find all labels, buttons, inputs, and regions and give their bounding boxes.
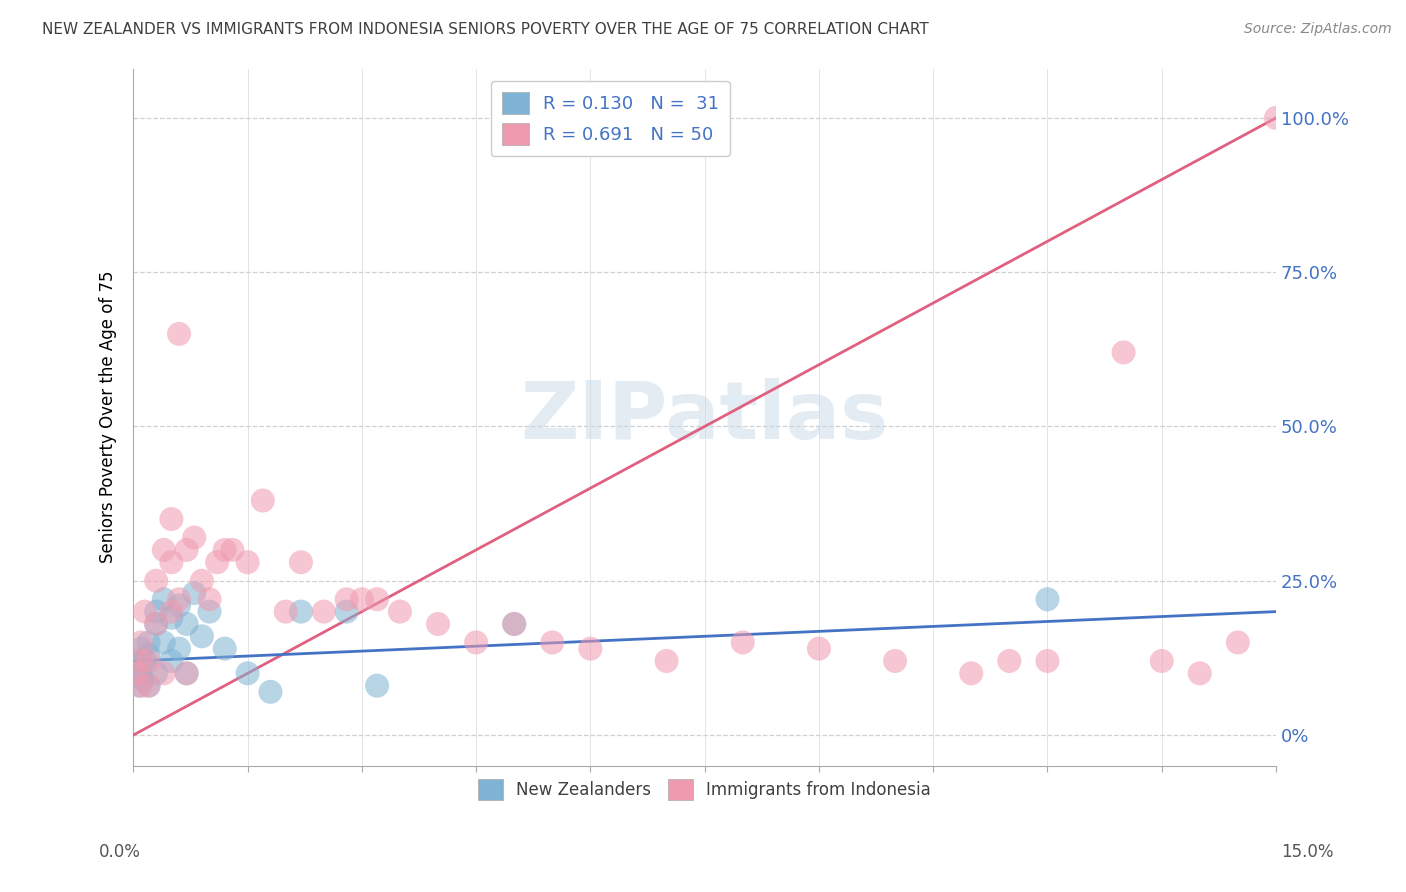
Point: [131, 673, 153, 687]
Point: [366, 679, 388, 693]
Point: [336, 592, 359, 607]
Point: [145, 574, 167, 588]
Point: [167, 592, 190, 607]
Point: [167, 326, 190, 341]
Point: [1265, 111, 1288, 125]
Point: [183, 586, 205, 600]
Point: [138, 679, 160, 693]
Point: [579, 641, 602, 656]
Point: [127, 666, 149, 681]
Point: [183, 531, 205, 545]
Point: [350, 592, 373, 607]
Point: [236, 666, 259, 681]
Point: [138, 654, 160, 668]
Point: [205, 555, 228, 569]
Point: [960, 666, 983, 681]
Point: [129, 641, 152, 656]
Point: [998, 654, 1021, 668]
Point: [427, 616, 450, 631]
Point: [1036, 592, 1059, 607]
Point: [167, 641, 190, 656]
Point: [145, 605, 167, 619]
Point: [290, 605, 312, 619]
Point: [274, 605, 297, 619]
Point: [221, 542, 243, 557]
Point: [160, 512, 183, 526]
Point: [214, 641, 236, 656]
Point: [153, 666, 176, 681]
Point: [129, 635, 152, 649]
Text: 15.0%: 15.0%: [1281, 843, 1334, 861]
Point: [138, 648, 160, 662]
Y-axis label: Seniors Poverty Over the Age of 75: Seniors Poverty Over the Age of 75: [100, 271, 117, 564]
Point: [176, 542, 198, 557]
Text: 0.0%: 0.0%: [98, 843, 141, 861]
Point: [176, 616, 198, 631]
Legend: New Zealanders, Immigrants from Indonesia: New Zealanders, Immigrants from Indonesi…: [471, 772, 938, 806]
Point: [1188, 666, 1211, 681]
Point: [252, 493, 274, 508]
Point: [138, 679, 160, 693]
Point: [731, 635, 754, 649]
Point: [145, 666, 167, 681]
Point: [366, 592, 388, 607]
Point: [465, 635, 488, 649]
Point: [167, 599, 190, 613]
Point: [1150, 654, 1173, 668]
Point: [1226, 635, 1249, 649]
Point: [176, 666, 198, 681]
Point: [160, 654, 183, 668]
Point: [290, 555, 312, 569]
Point: [1036, 654, 1059, 668]
Point: [388, 605, 411, 619]
Point: [127, 654, 149, 668]
Point: [655, 654, 678, 668]
Point: [884, 654, 907, 668]
Point: [503, 616, 526, 631]
Text: NEW ZEALANDER VS IMMIGRANTS FROM INDONESIA SENIORS POVERTY OVER THE AGE OF 75 CO: NEW ZEALANDER VS IMMIGRANTS FROM INDONES…: [42, 22, 929, 37]
Point: [191, 574, 214, 588]
Point: [503, 616, 526, 631]
Point: [153, 635, 176, 649]
Point: [160, 555, 183, 569]
Point: [336, 605, 359, 619]
Point: [259, 685, 281, 699]
Point: [160, 605, 183, 619]
Point: [129, 654, 152, 668]
Point: [176, 666, 198, 681]
Point: [160, 611, 183, 625]
Point: [198, 605, 221, 619]
Point: [145, 616, 167, 631]
Point: [312, 605, 335, 619]
Point: [236, 555, 259, 569]
Text: ZIPatlas: ZIPatlas: [520, 378, 889, 456]
Point: [198, 592, 221, 607]
Point: [134, 654, 156, 668]
Point: [134, 605, 156, 619]
Point: [1112, 345, 1135, 359]
Point: [145, 616, 167, 631]
Text: Source: ZipAtlas.com: Source: ZipAtlas.com: [1244, 22, 1392, 37]
Point: [153, 592, 176, 607]
Point: [214, 542, 236, 557]
Point: [129, 666, 152, 681]
Point: [153, 542, 176, 557]
Point: [807, 641, 830, 656]
Point: [129, 679, 152, 693]
Point: [128, 679, 150, 693]
Point: [541, 635, 564, 649]
Point: [138, 635, 160, 649]
Point: [191, 629, 214, 643]
